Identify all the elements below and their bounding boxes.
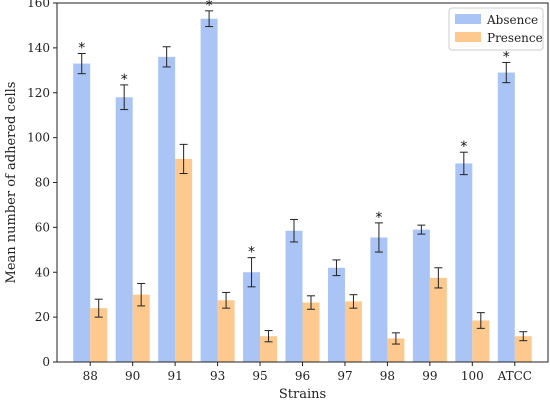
bar-absence-90 — [115, 97, 133, 363]
bar-presence-98 — [387, 338, 405, 362]
y-axis-label: Mean number of adhered cells — [4, 82, 19, 284]
bar-presence-93 — [217, 300, 235, 362]
y-tick-label-140: 140 — [27, 41, 50, 55]
error-bar-absence-95 — [247, 257, 256, 288]
significance-marker-93: * — [206, 0, 213, 14]
significance-marker-100: * — [460, 139, 467, 155]
error-bar-presence-96 — [306, 295, 315, 310]
error-bar-absence-99 — [417, 224, 426, 235]
bar-absence-atcc — [497, 72, 515, 363]
significance-marker-88: * — [78, 40, 85, 56]
significance-marker-atcc: * — [503, 49, 510, 65]
error-bar-absence-100 — [459, 151, 468, 176]
error-bar-absence-93 — [205, 10, 214, 28]
bar-presence-99 — [429, 277, 447, 362]
bar-absence-100 — [455, 163, 473, 362]
significance-markers-layer: * * * * * * * — [78, 0, 510, 261]
bar-absence-96 — [285, 230, 303, 362]
bar-absence-97 — [327, 267, 345, 362]
error-bar-absence-atcc — [502, 61, 511, 84]
bar-presence-96 — [302, 302, 320, 362]
y-tick-label-100: 100 — [27, 131, 50, 145]
y-tick-label-160: 160 — [27, 0, 50, 10]
bar-presence-88 — [90, 308, 108, 362]
significance-marker-90: * — [121, 72, 128, 88]
legend-label-presence: Presence — [487, 31, 543, 45]
error-bar-absence-88 — [77, 52, 86, 75]
bar-absence-98 — [370, 237, 388, 362]
bars-layer — [73, 18, 532, 363]
error-bar-presence-90 — [137, 282, 146, 307]
x-tick-label-91: 91 — [167, 369, 182, 383]
error-bar-presence-97 — [349, 294, 358, 309]
x-tick-label-90: 90 — [125, 369, 140, 383]
axes-layer: 0 20 40 60 80 100 120 140 160 88 90 91 93 95 96 97 98 99 1… — [27, 0, 549, 383]
x-axis-label: Strains — [279, 387, 326, 402]
bar-absence-93 — [200, 18, 218, 363]
y-tick-label-20: 20 — [35, 310, 50, 324]
error-bar-absence-98 — [374, 222, 383, 253]
error-bar-presence-88 — [94, 298, 103, 318]
error-bar-presence-atcc — [519, 331, 528, 342]
y-tick-label-0: 0 — [42, 355, 50, 369]
x-tick-label-93: 93 — [210, 369, 225, 383]
bar-presence-97 — [344, 301, 362, 362]
bar-presence-95 — [260, 336, 278, 362]
error-bar-presence-100 — [476, 312, 485, 329]
error-bar-presence-99 — [434, 267, 443, 289]
bar-absence-88 — [73, 63, 91, 363]
error-bar-presence-91 — [179, 143, 188, 175]
x-tick-label-97: 97 — [337, 369, 352, 383]
bar-presence-91 — [175, 158, 193, 362]
legend-swatch-presence — [455, 32, 481, 42]
x-tick-label-atcc: ATCC — [497, 369, 532, 383]
significance-marker-95: * — [248, 245, 255, 261]
error-bars-layer — [77, 10, 528, 345]
legend-swatch-absence — [455, 14, 481, 24]
x-tick-label-100: 100 — [461, 369, 484, 383]
bar-presence-100 — [472, 320, 490, 362]
error-bar-presence-95 — [264, 330, 273, 343]
legend: Absence Presence — [448, 7, 544, 51]
error-bar-absence-97 — [332, 259, 341, 277]
bar-presence-90 — [132, 294, 150, 362]
error-bar-absence-96 — [290, 219, 299, 243]
significance-marker-98: * — [375, 210, 382, 226]
x-tick-label-95: 95 — [252, 369, 267, 383]
bar-absence-91 — [158, 56, 176, 362]
y-tick-label-80: 80 — [35, 176, 50, 190]
bar-absence-99 — [412, 229, 430, 362]
error-bar-absence-90 — [120, 84, 129, 111]
bar-presence-atcc — [514, 336, 532, 362]
y-tick-label-120: 120 — [27, 86, 50, 100]
x-tick-label-88: 88 — [83, 369, 98, 383]
error-bar-presence-98 — [391, 332, 400, 345]
error-bar-absence-91 — [162, 46, 171, 68]
error-bar-presence-93 — [222, 291, 231, 309]
bar-absence-95 — [243, 272, 261, 362]
x-tick-label-96: 96 — [295, 369, 310, 383]
legend-label-absence: Absence — [486, 13, 538, 27]
x-tick-label-98: 98 — [380, 369, 395, 383]
x-tick-label-99: 99 — [422, 369, 437, 383]
y-tick-label-40: 40 — [35, 265, 50, 279]
y-tick-label-60: 60 — [35, 220, 50, 234]
